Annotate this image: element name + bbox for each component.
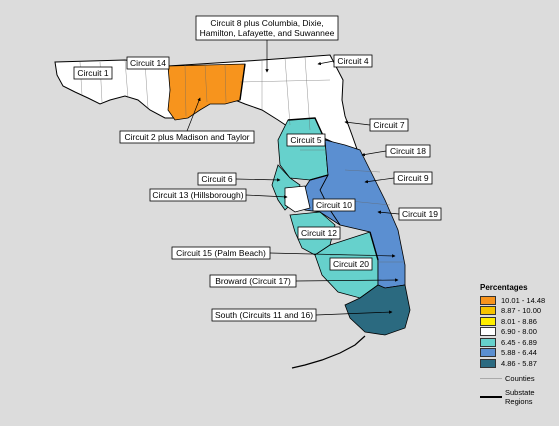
circuit-6-label: Circuit 6 bbox=[201, 174, 232, 184]
florida-keys bbox=[291, 335, 366, 369]
label-circuit-15: Circuit 15 (Palm Beach) bbox=[171, 246, 396, 260]
substate-line-symbol bbox=[480, 395, 502, 398]
legend-counties-label: Counties bbox=[505, 373, 535, 383]
legend: Percentages 10.01 - 14.48 8.87 - 10.00 8… bbox=[480, 283, 556, 406]
legend-item-label: 6.90 - 8.00 bbox=[501, 327, 537, 337]
counties-line-symbol bbox=[480, 377, 502, 379]
circuit-18-label: Circuit 18 bbox=[390, 146, 426, 156]
label-circuit-7: Circuit 7 bbox=[344, 118, 409, 132]
legend-item: 8.01 - 8.86 bbox=[480, 316, 556, 327]
region-white-north bbox=[54, 54, 359, 153]
legend-swatch bbox=[480, 316, 496, 326]
label-circuit-4: Circuit 4 bbox=[317, 54, 373, 68]
label-circuit-20: Circuit 20 bbox=[329, 257, 373, 271]
legend-title: Percentages bbox=[480, 283, 528, 292]
label-circuit-10: Circuit 10 bbox=[312, 198, 356, 212]
label-circuit-13: Circuit 13 (Hillsborough) bbox=[149, 188, 288, 202]
legend-substate: Substate Regions bbox=[480, 388, 556, 406]
circuit-14-label: Circuit 14 bbox=[130, 58, 166, 68]
label-circuit-2: Circuit 2 plus Madison and Taylor bbox=[119, 97, 255, 144]
legend-substate-label-line1: Substate bbox=[505, 387, 535, 397]
circuit-15-label: Circuit 15 (Palm Beach) bbox=[176, 248, 266, 258]
circuit-4-label: Circuit 4 bbox=[337, 56, 368, 66]
label-circuit-14: Circuit 14 bbox=[126, 56, 170, 70]
circuit-8-label-line1: Circuit 8 plus Columbia, Dixie, bbox=[210, 18, 323, 28]
circuit-20-label: Circuit 20 bbox=[333, 259, 369, 269]
circuit-2-label: Circuit 2 plus Madison and Taylor bbox=[124, 132, 249, 142]
label-circuit-16: South (Circuits 11 and 16) bbox=[211, 308, 393, 322]
legend-swatch bbox=[480, 358, 496, 368]
county-lines bbox=[79, 56, 405, 263]
legend-item: 5.88 - 6.44 bbox=[480, 348, 556, 359]
label-circuit-1: Circuit 1 bbox=[73, 66, 113, 80]
circuit-13-label: Circuit 13 (Hillsborough) bbox=[152, 190, 243, 200]
label-circuit-12: Circuit 12 bbox=[297, 226, 341, 240]
label-circuit-9: Circuit 9 bbox=[364, 171, 433, 185]
legend-swatch bbox=[480, 337, 496, 347]
legend-item: 4.86 - 5.87 bbox=[480, 358, 556, 369]
legend-item: 10.01 - 14.48 bbox=[480, 295, 556, 306]
legend-item: 6.45 - 6.89 bbox=[480, 337, 556, 348]
legend-substate-label: Substate Regions bbox=[505, 388, 535, 406]
legend-item-label: 6.45 - 6.89 bbox=[501, 337, 537, 347]
circuit-8-label-line2: Hamilton, Lafayette, and Suwannee bbox=[200, 28, 335, 38]
circuit-9-label: Circuit 9 bbox=[397, 173, 428, 183]
legend-item-label: 8.87 - 10.00 bbox=[501, 306, 542, 316]
label-circuit-5: Circuit 5 bbox=[286, 133, 326, 147]
circuit-10-label: Circuit 10 bbox=[316, 200, 352, 210]
circuit-19-label: Circuit 19 bbox=[402, 209, 438, 219]
region-circuit-13 bbox=[284, 185, 311, 213]
label-circuit-19: Circuit 19 bbox=[377, 207, 442, 221]
label-circuit-6: Circuit 6 bbox=[197, 172, 281, 186]
legend-counties: Counties bbox=[480, 374, 556, 383]
legend-substate-label-line2: Regions bbox=[505, 396, 533, 406]
circuit-1-label: Circuit 1 bbox=[77, 68, 108, 78]
legend-item-label: 5.88 - 6.44 bbox=[501, 348, 537, 358]
circuit-17-label: Broward (Circuit 17) bbox=[215, 276, 291, 286]
legend-swatch bbox=[480, 295, 496, 305]
legend-swatch bbox=[480, 306, 496, 316]
legend-swatch bbox=[480, 327, 496, 337]
label-circuit-18: Circuit 18 bbox=[361, 144, 431, 158]
legend-swatch bbox=[480, 348, 496, 358]
circuit-16-label: South (Circuits 11 and 16) bbox=[215, 310, 313, 320]
circuit-12-label: Circuit 12 bbox=[301, 228, 337, 238]
legend-item: 8.87 - 10.00 bbox=[480, 306, 556, 317]
legend-item: 6.90 - 8.00 bbox=[480, 327, 556, 338]
legend-item-label: 10.01 - 14.48 bbox=[501, 295, 546, 305]
label-circuit-8: Circuit 8 plus Columbia, Dixie, Hamilton… bbox=[195, 15, 339, 73]
circuit-5-label: Circuit 5 bbox=[290, 135, 321, 145]
legend-item-label: 8.01 - 8.86 bbox=[501, 316, 537, 326]
legend-item-label: 4.86 - 5.87 bbox=[501, 358, 537, 368]
circuit-7-label: Circuit 7 bbox=[373, 120, 404, 130]
label-circuit-17: Broward (Circuit 17) bbox=[209, 274, 399, 288]
